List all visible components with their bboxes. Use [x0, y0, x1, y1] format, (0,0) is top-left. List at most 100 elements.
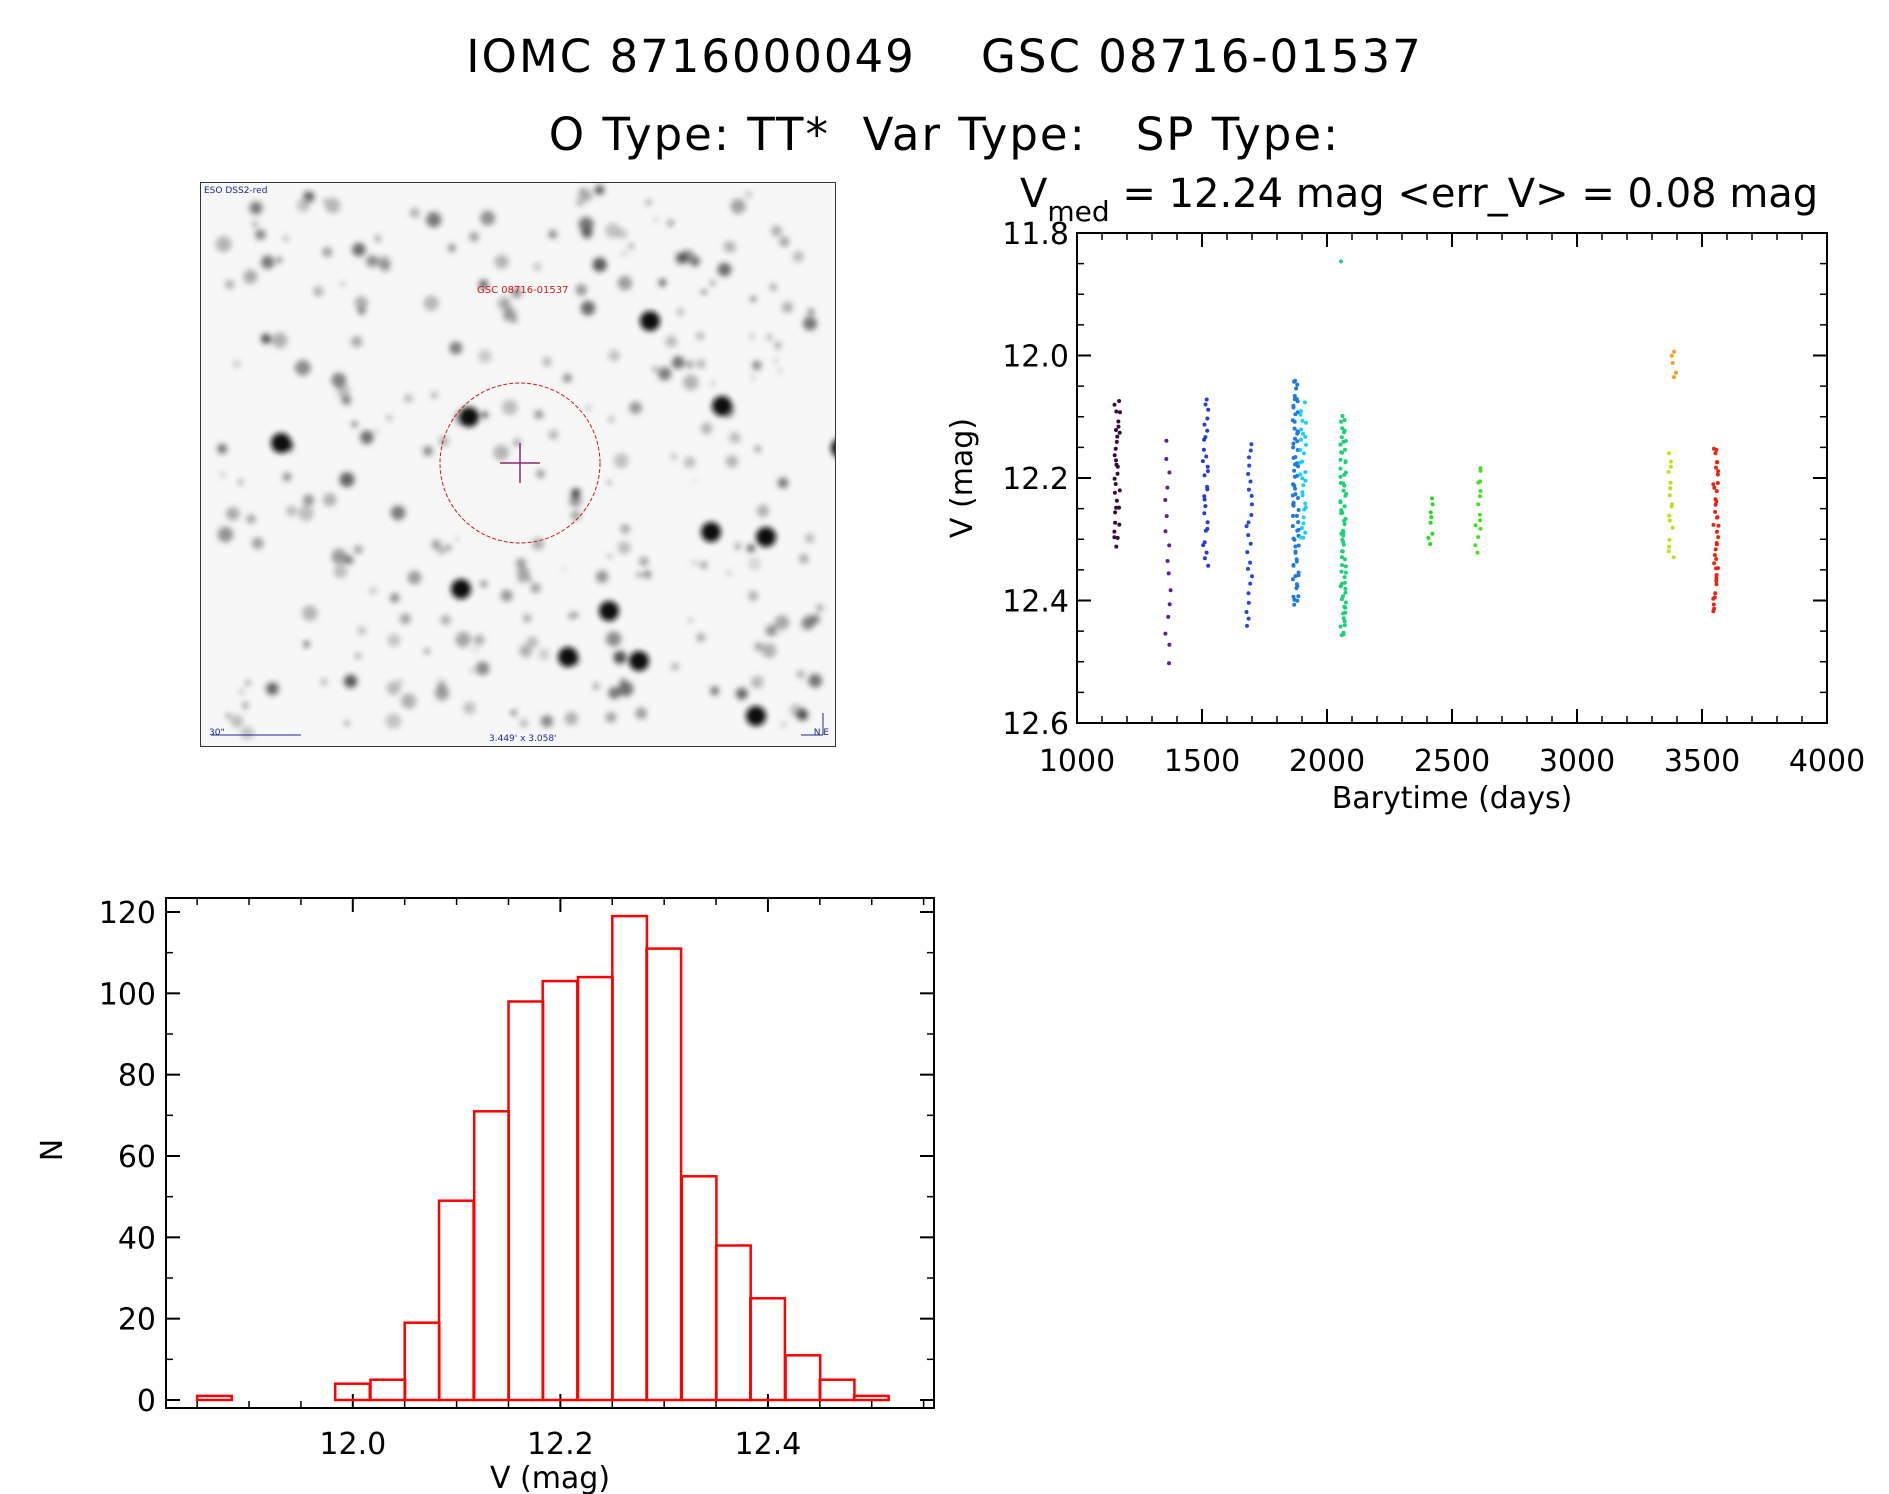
- light-curve-point: [1293, 544, 1298, 549]
- light-curve-point: [1667, 544, 1672, 549]
- finder-star: [617, 541, 631, 555]
- light-curve-point: [1206, 407, 1211, 412]
- light-curve-xtick-label: 1000: [1039, 744, 1115, 779]
- light-curve-point: [1115, 471, 1120, 476]
- light-curve-point: [1244, 610, 1249, 614]
- finder-star: [500, 589, 513, 602]
- light-curve-point: [1114, 498, 1119, 503]
- light-curve-point: [1711, 602, 1716, 607]
- survey-label: ESO DSS2-red: [204, 186, 268, 196]
- light-curve-point: [1714, 489, 1719, 494]
- finder-star: [530, 582, 541, 594]
- light-curve-xtick-label: 2500: [1414, 744, 1490, 779]
- light-curve-point: [1343, 590, 1348, 595]
- finder-star: [605, 631, 622, 647]
- light-curve-point: [1292, 602, 1297, 607]
- finder-star: [260, 333, 272, 344]
- light-curve-point: [1117, 399, 1122, 403]
- finder-star: [239, 689, 244, 695]
- light-curve-point: [1429, 515, 1434, 520]
- light-curve-point: [1248, 479, 1253, 484]
- finder-star: [798, 554, 809, 564]
- light-curve-point: [1344, 491, 1349, 496]
- fov-label: 3.449' x 3.058': [489, 734, 557, 744]
- finder-star: [353, 545, 363, 555]
- light-curve-point: [1291, 456, 1296, 460]
- light-curve-point: [1668, 480, 1673, 485]
- light-curve-point: [1713, 451, 1718, 456]
- light-curve-point: [1303, 501, 1308, 506]
- light-curve-point: [1301, 535, 1306, 540]
- light-curve-point: [1204, 550, 1209, 555]
- finder-star: [286, 505, 297, 517]
- light-curve-point: [1290, 524, 1295, 529]
- light-curve-point: [1300, 526, 1304, 530]
- finder-star: [430, 391, 438, 399]
- finder-bright-star: [756, 527, 776, 547]
- finder-star: [538, 648, 550, 661]
- light-curve-point: [1428, 520, 1433, 525]
- light-curve-point: [1667, 518, 1672, 523]
- finder-star: [468, 231, 480, 242]
- light-curve-point: [1114, 544, 1119, 549]
- finder-star: [675, 252, 688, 265]
- finder-star: [298, 505, 314, 522]
- light-curve-point: [1295, 439, 1300, 444]
- light-curve-axes: 1000 1500 2000 2500 3000 3500 4000 11.8 12.0 12.2…: [1002, 217, 1865, 779]
- light-curve-point: [1714, 573, 1719, 577]
- light-curve-point: [1339, 569, 1344, 574]
- finder-star: [594, 184, 605, 196]
- finder-star: [677, 309, 683, 315]
- light-curve-point: [1113, 510, 1118, 515]
- finder-star: [230, 715, 244, 728]
- light-curve-point: [1298, 409, 1303, 414]
- light-curve-point: [1342, 557, 1347, 562]
- finder-star: [808, 673, 823, 688]
- finder-star: [360, 430, 374, 445]
- finder-star: [352, 242, 366, 257]
- finder-star: [404, 393, 413, 403]
- light-curve-point: [1341, 488, 1346, 493]
- finder-star: [796, 670, 806, 679]
- light-curve-point: [1117, 505, 1121, 510]
- finder-star: [657, 367, 672, 381]
- light-curve-point: [1298, 472, 1303, 477]
- light-curve-point: [1292, 537, 1297, 542]
- light-curve-point: [1342, 623, 1347, 628]
- finder-star: [645, 199, 652, 206]
- light-curve-point: [1116, 419, 1121, 424]
- light-curve-point: [1713, 547, 1718, 552]
- finder-star: [807, 308, 815, 316]
- light-curve-point: [1250, 574, 1254, 579]
- light-curve-point: [1205, 416, 1210, 421]
- light-curve-point: [1246, 591, 1251, 596]
- light-curve-point: [1343, 570, 1348, 575]
- finder-star: [455, 536, 460, 542]
- light-curve-point: [1294, 559, 1299, 564]
- light-curve-ylabel: V (mag): [945, 418, 980, 538]
- histogram-bar: [852, 1394, 890, 1402]
- finder-star: [341, 395, 352, 405]
- light-curve-point: [1711, 522, 1716, 527]
- finder-star: [423, 295, 439, 311]
- finder-star: [385, 713, 402, 729]
- finder-star: [586, 405, 591, 410]
- finder-star: [532, 537, 545, 550]
- finder-star: [685, 360, 694, 369]
- light-curve-point: [1246, 487, 1251, 492]
- light-curve-point: [1296, 573, 1301, 578]
- light-curve-point: [1113, 446, 1118, 451]
- finder-star: [472, 647, 478, 653]
- light-curve-point: [1291, 563, 1296, 568]
- light-curve-point: [1294, 582, 1299, 587]
- light-curve-point: [1167, 602, 1172, 607]
- finder-star: [671, 356, 685, 369]
- light-curve-point: [1713, 509, 1718, 514]
- light-curve-point: [1112, 529, 1117, 534]
- light-curve-point: [1343, 460, 1348, 465]
- finder-star: [409, 207, 420, 219]
- light-curve-point: [1714, 465, 1718, 470]
- light-curve-point: [1295, 473, 1300, 478]
- light-curve-point: [1167, 470, 1172, 475]
- finder-star: [511, 287, 523, 299]
